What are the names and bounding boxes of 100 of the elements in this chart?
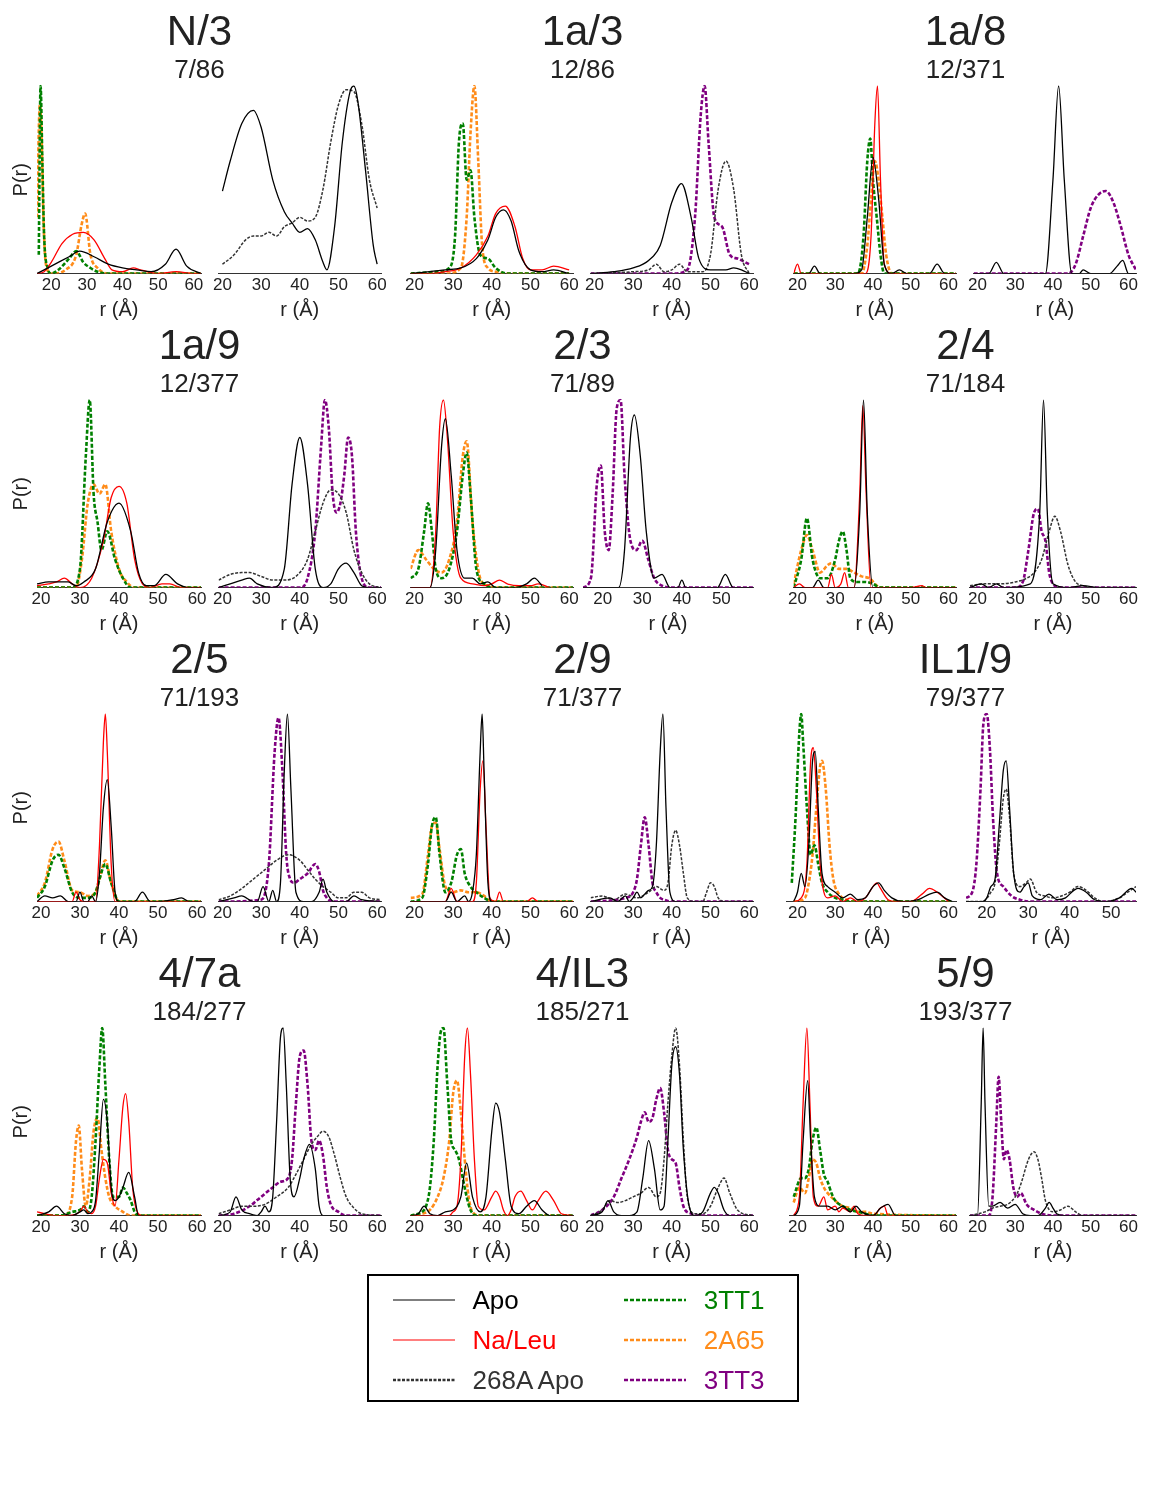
x-tick-label: 20: [41, 275, 61, 295]
x-tick-label: 40: [661, 903, 681, 923]
chart-title: 1a/9: [158, 321, 241, 368]
x-tick-label: 30: [825, 589, 845, 609]
x-tick-label: 60: [938, 589, 958, 609]
x-tick-label: 20: [30, 903, 50, 923]
x-tick-label: 30: [251, 589, 271, 609]
x-tick-label: 20: [787, 1217, 807, 1237]
x-tick-label: 60: [559, 589, 579, 609]
x-tick-label: 30: [825, 1217, 845, 1237]
chart-title: IL1/9: [918, 635, 1013, 682]
x-tick-label: 20: [584, 903, 604, 923]
x-tick-label: 20: [30, 1217, 50, 1237]
x-tick-label: 30: [825, 275, 845, 295]
chart-subtitle: 7/86: [173, 54, 226, 84]
x-tick-label: 20: [787, 589, 807, 609]
x-tick-label: 20: [976, 903, 996, 923]
x-tick-label: 50: [148, 275, 168, 295]
x-tick-label: 50: [148, 903, 168, 923]
y-axis-title: P(r): [8, 477, 31, 511]
x-tick-label: 50: [328, 589, 348, 609]
x-tick-label: 50: [900, 903, 920, 923]
x-tick-label: 40: [862, 275, 882, 295]
x-axis-title: r (Å): [99, 1239, 138, 1262]
x-tick-label: 20: [967, 589, 987, 609]
chart-title: 2/4: [935, 321, 996, 368]
x-tick-label: 30: [69, 589, 89, 609]
x-axis-title: r (Å): [279, 925, 319, 948]
x-tick-label: 30: [1005, 1217, 1025, 1237]
x-tick-label: 30: [632, 589, 652, 609]
x-tick-label: 50: [711, 589, 731, 609]
x-tick-label: 60: [183, 275, 203, 295]
x-tick-label: 60: [1118, 589, 1138, 609]
x-tick-label: 40: [109, 589, 128, 609]
x-tick-label: 30: [251, 903, 271, 923]
legend-label: 3TT1: [703, 1284, 765, 1316]
x-axis-title: r (Å): [1034, 297, 1074, 320]
x-tick-label: 40: [661, 275, 681, 295]
x-tick-label: 30: [623, 275, 643, 295]
x-tick-label: 60: [1118, 1217, 1138, 1237]
x-tick-label: 50: [1101, 903, 1121, 923]
x-tick-label: 60: [367, 903, 387, 923]
x-tick-label: 40: [671, 589, 691, 609]
x-tick-label: 40: [862, 1217, 882, 1237]
x-tick-label: 30: [1018, 903, 1038, 923]
x-tick-label: 40: [289, 589, 309, 609]
x-tick-label: 40: [1059, 903, 1079, 923]
chart-title: 5/9: [935, 949, 996, 996]
x-axis-title: r (Å): [1031, 925, 1070, 948]
chart-subtitle: 71/193: [159, 682, 240, 712]
chart-subtitle: 185/271: [535, 996, 630, 1026]
x-tick-label: 40: [481, 903, 501, 923]
x-tick-label: 60: [739, 1217, 759, 1237]
x-tick-label: 30: [825, 903, 845, 923]
x-tick-label: 50: [1080, 1217, 1100, 1237]
chart-title: 1a/3: [541, 7, 624, 54]
x-tick-label: 40: [289, 275, 309, 295]
x-tick-label: 30: [443, 275, 463, 295]
x-tick-label: 40: [481, 589, 501, 609]
x-tick-label: 50: [900, 1217, 920, 1237]
x-axis-title: r (Å): [279, 297, 319, 320]
x-axis-title: r (Å): [471, 611, 511, 634]
x-axis-title: r (Å): [99, 611, 138, 634]
x-tick-label: 40: [109, 903, 128, 923]
x-tick-label: 60: [938, 903, 958, 923]
x-axis-title: r (Å): [851, 925, 891, 948]
x-tick-label: 60: [938, 1217, 958, 1237]
x-tick-label: 20: [212, 275, 232, 295]
x-tick-label: 50: [148, 589, 168, 609]
x-tick-label: 50: [328, 903, 348, 923]
x-tick-label: 60: [367, 589, 387, 609]
x-tick-label: 50: [1080, 275, 1100, 295]
x-axis-title: r (Å): [651, 1239, 691, 1262]
x-tick-label: 30: [623, 1217, 643, 1237]
x-tick-label: 50: [520, 275, 540, 295]
x-tick-label: 60: [559, 275, 579, 295]
x-axis-title: r (Å): [471, 297, 511, 320]
x-tick-label: 50: [520, 903, 540, 923]
x-tick-label: 30: [623, 903, 643, 923]
x-axis-title: r (Å): [279, 611, 319, 634]
chart-subtitle: 71/184: [925, 368, 1006, 398]
x-axis-title: r (Å): [1033, 1239, 1072, 1262]
x-tick-label: 20: [592, 589, 612, 609]
legend-label: 3TT3: [703, 1364, 765, 1396]
y-axis-title: P(r): [8, 1105, 31, 1139]
x-tick-label: 60: [559, 903, 579, 923]
chart-title: 2/5: [169, 635, 230, 682]
x-tick-label: 20: [212, 1217, 232, 1237]
x-tick-label: 50: [328, 1217, 348, 1237]
x-tick-label: 60: [187, 589, 207, 609]
x-tick-label: 50: [900, 275, 920, 295]
x-tick-label: 60: [1118, 275, 1138, 295]
x-tick-label: 20: [212, 589, 232, 609]
x-tick-label: 60: [559, 1217, 579, 1237]
x-tick-label: 20: [404, 589, 424, 609]
x-axis-title: r (Å): [99, 925, 138, 948]
chart-subtitle: 12/371: [924, 54, 1007, 84]
legend-label: 2A65: [703, 1324, 765, 1356]
y-axis-title: P(r): [8, 791, 31, 825]
chart-title: 2/9: [552, 635, 613, 682]
